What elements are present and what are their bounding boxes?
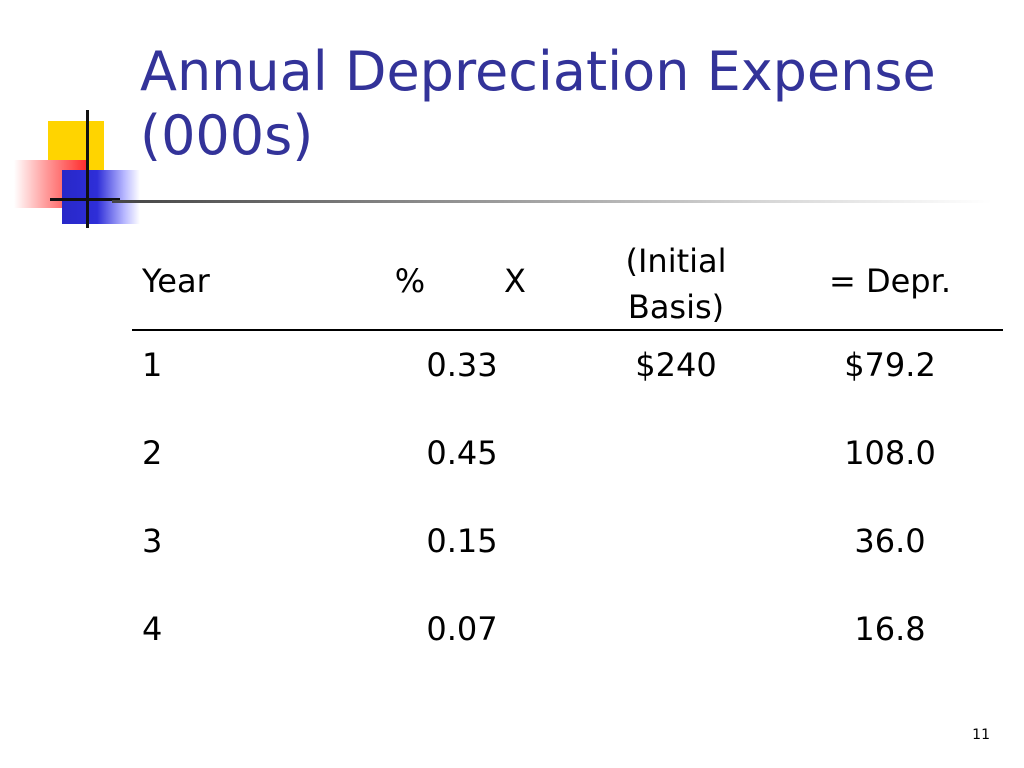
header-depreciation: = Depr. — [828, 262, 951, 300]
cell-depreciation: 36.0 — [854, 522, 926, 560]
page-number: 11 — [972, 727, 990, 743]
header-year: Year — [142, 262, 210, 300]
slide-title: Annual Depreciation Expense (000s) — [140, 40, 936, 167]
cell-basis: $240 — [635, 346, 717, 384]
header-rule — [132, 329, 1003, 331]
cell-percent: 0.33 — [426, 346, 498, 384]
header-times: X — [504, 262, 526, 300]
cell-percent: 0.45 — [426, 434, 498, 472]
cell-year: 2 — [142, 434, 163, 472]
decor-blue-square — [62, 170, 140, 224]
cell-year: 1 — [142, 346, 163, 384]
cell-percent: 0.15 — [426, 522, 498, 560]
cell-depreciation: $79.2 — [844, 346, 936, 384]
header-percent: % — [394, 262, 426, 300]
cell-depreciation: 108.0 — [844, 434, 936, 472]
cell-depreciation: 16.8 — [854, 610, 926, 648]
header-initial-basis: (Initial Basis) — [625, 242, 727, 326]
cell-year: 3 — [142, 522, 163, 560]
title-underline — [112, 200, 992, 203]
cell-percent: 0.07 — [426, 610, 498, 648]
decor-horizontal-line — [50, 198, 120, 201]
cell-year: 4 — [142, 610, 163, 648]
decor-vertical-line — [86, 110, 89, 228]
